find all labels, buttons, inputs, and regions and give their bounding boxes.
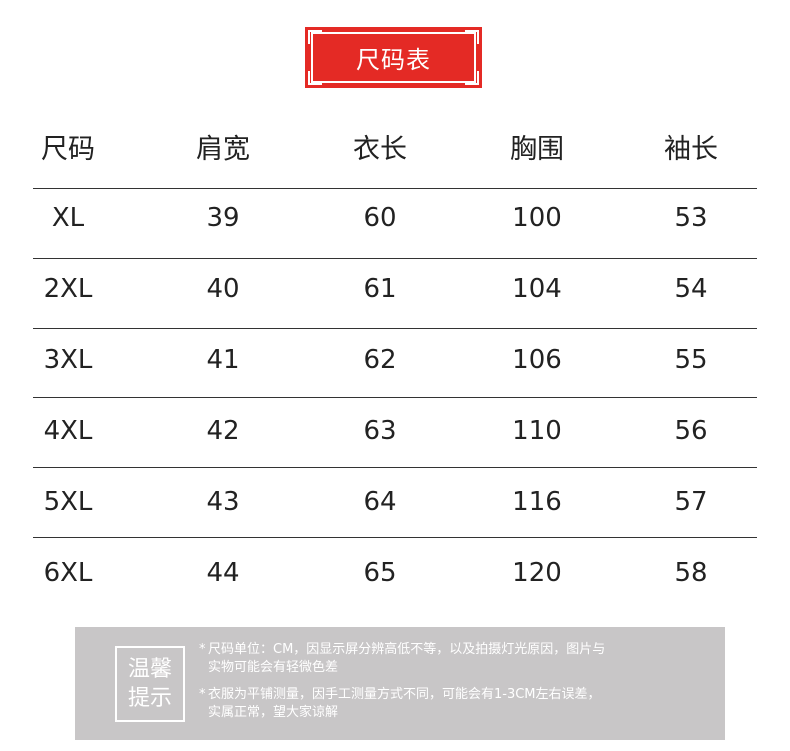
size-cell: 4XL (43, 416, 93, 446)
measurement-cell: 40 (206, 274, 240, 304)
column-header: 肩宽 (196, 134, 250, 165)
tips-label-line: 温馨 (127, 657, 172, 682)
measurement-cell: 100 (512, 203, 562, 233)
measurement-cell: 43 (206, 487, 240, 517)
tip-line: 实属正常，望大家谅解 (208, 705, 339, 720)
measurement-cell: 57 (674, 487, 708, 517)
measurement-cell: 120 (512, 558, 562, 588)
tips-panel: 温馨 提示 * 尺码单位：CM，因显示屏分辨高低不等，以及拍摄灯光原因，图片与 … (75, 627, 725, 740)
measurement-cell: 104 (512, 274, 562, 304)
column-header: 胸围 (510, 134, 564, 165)
row-divider (33, 467, 757, 468)
tip-item: * 尺码单位：CM，因显示屏分辨高低不等，以及拍摄灯光原因，图片与 实物可能会有… (199, 641, 708, 677)
measurement-cell: 61 (363, 274, 397, 304)
measurement-cell: 116 (512, 487, 562, 517)
measurement-cell: 110 (512, 416, 562, 446)
measurement-cell: 62 (363, 345, 397, 375)
measurement-cell: 64 (363, 487, 397, 517)
column-header: 尺码 (41, 134, 95, 165)
row-divider (33, 188, 757, 189)
bullet-star: * (199, 687, 206, 702)
measurement-cell: 60 (363, 203, 397, 233)
row-divider (33, 537, 757, 538)
tip-line: 实物可能会有轻微色差 (208, 660, 339, 675)
tips-label-line: 提示 (127, 686, 172, 711)
corner-ornament (465, 71, 479, 85)
tip-line: 衣服为平铺测量，因手工测量方式不同，可能会有1-3CM左右误差， (208, 687, 601, 702)
badge-frame (311, 32, 476, 83)
column-header: 袖长 (664, 134, 718, 165)
size-cell: XL (51, 203, 85, 233)
tip-line: 尺码单位：CM，因显示屏分辨高低不等，以及拍摄灯光原因，图片与 (208, 642, 606, 657)
size-cell: 2XL (43, 274, 93, 304)
row-divider (33, 258, 757, 259)
size-cell: 6XL (43, 558, 93, 588)
corner-ornament (308, 71, 322, 85)
measurement-cell: 58 (674, 558, 708, 588)
measurement-cell: 39 (206, 203, 240, 233)
bullet-star: * (199, 642, 206, 657)
measurement-cell: 63 (363, 416, 397, 446)
size-cell: 3XL (43, 345, 93, 375)
tips-label: 温馨 提示 (115, 646, 185, 722)
corner-ornament (308, 30, 322, 44)
column-header: 衣长 (353, 134, 407, 165)
measurement-cell: 54 (674, 274, 708, 304)
row-divider (33, 397, 757, 398)
size-chart-title-badge: 尺码表 (305, 27, 482, 88)
measurement-cell: 53 (674, 203, 708, 233)
measurement-cell: 44 (206, 558, 240, 588)
row-divider (33, 328, 757, 329)
measurement-cell: 56 (674, 416, 708, 446)
measurement-cell: 41 (206, 345, 240, 375)
measurement-cell: 55 (674, 345, 708, 375)
measurement-cell: 42 (206, 416, 240, 446)
page-title: 尺码表 (356, 46, 431, 74)
corner-ornament (465, 30, 479, 44)
measurement-cell: 65 (363, 558, 397, 588)
tip-item: * 衣服为平铺测量，因手工测量方式不同，可能会有1-3CM左右误差， 实属正常，… (199, 686, 708, 722)
size-cell: 5XL (43, 487, 93, 517)
measurement-cell: 106 (512, 345, 562, 375)
